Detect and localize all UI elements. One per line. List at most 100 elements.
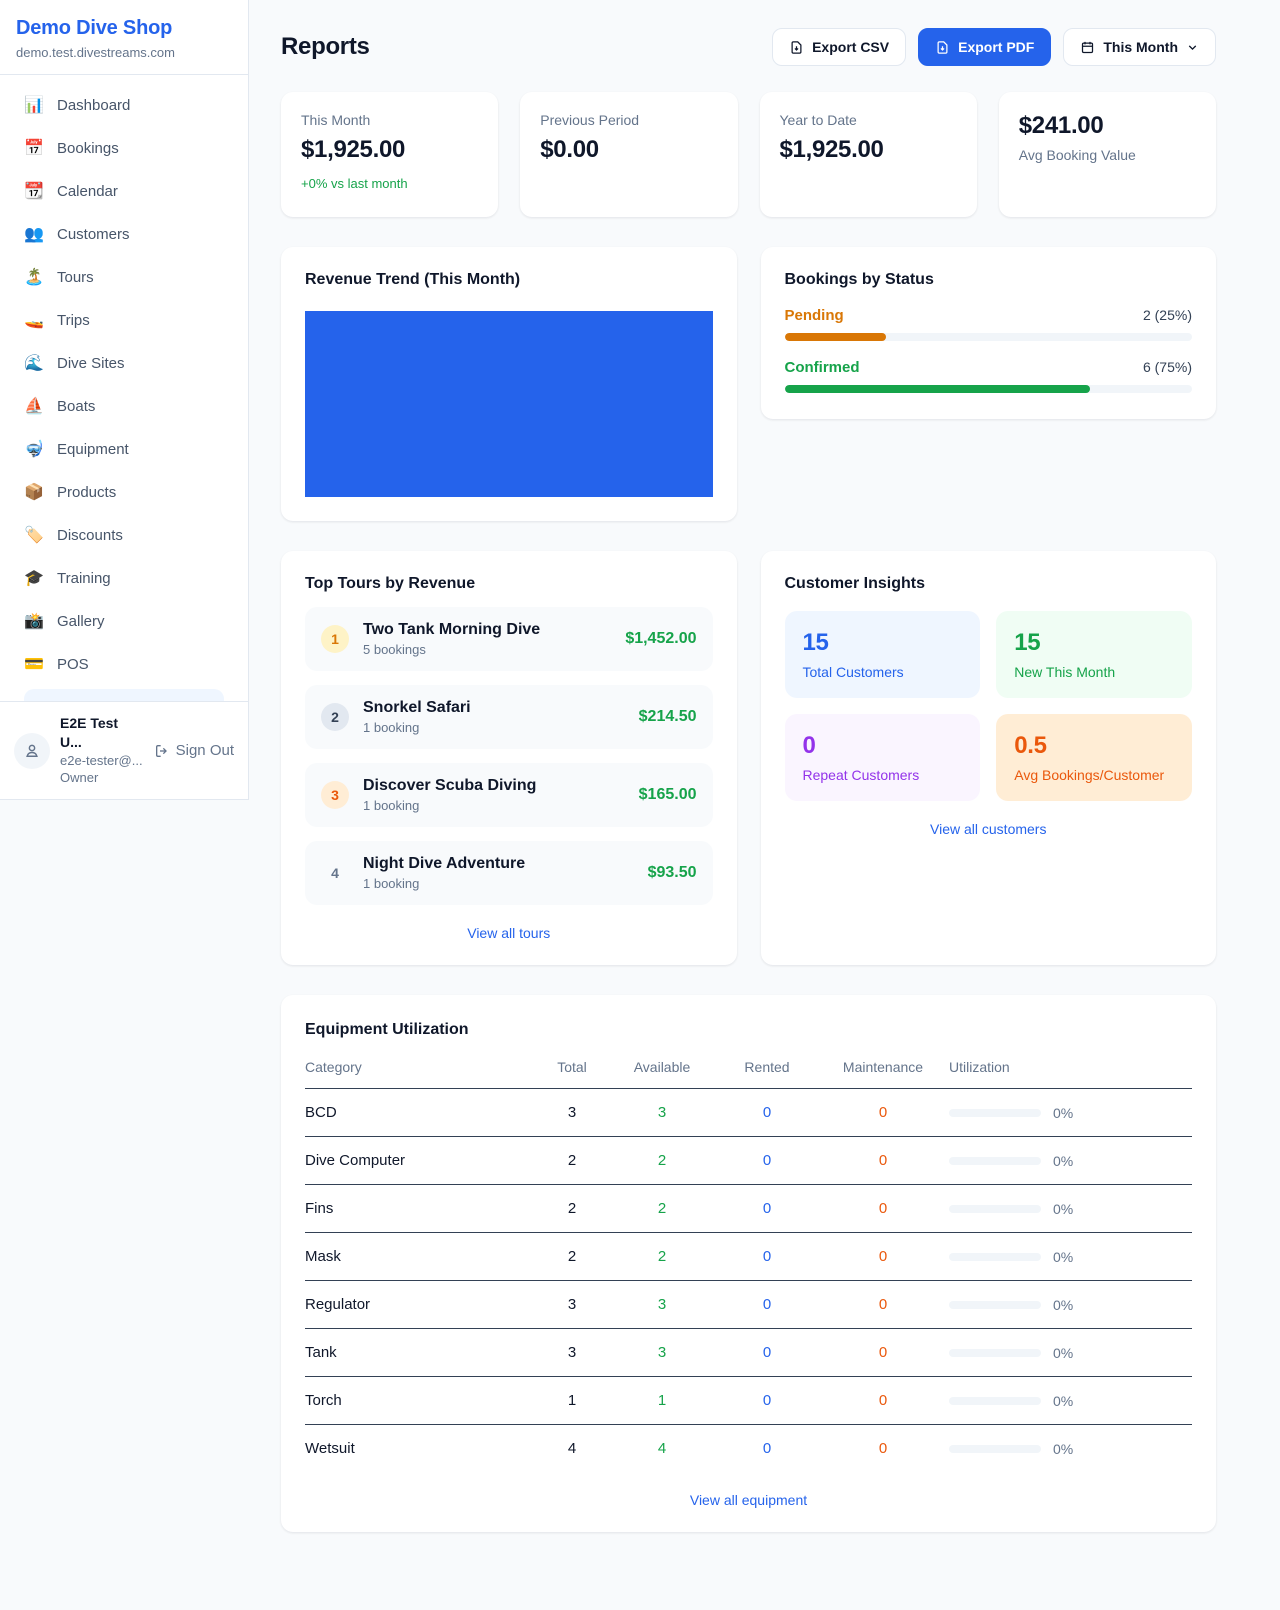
revenue-trend-bar — [305, 311, 713, 497]
tile-label: Repeat Customers — [802, 767, 920, 783]
view-all-tours-link[interactable]: View all tours — [467, 925, 551, 941]
status-row-pending: Pending 2 (25%) — [784, 307, 1192, 341]
cell-utilization: 0% — [949, 1153, 1192, 1169]
view-all-equipment-link[interactable]: View all equipment — [689, 1492, 808, 1508]
tile-label: Avg Bookings/Customer — [1014, 767, 1165, 783]
user-name: E2E Test U... — [60, 715, 119, 751]
top-tours-card: Top Tours by Revenue 1 Two Tank Morning … — [281, 551, 737, 965]
tour-revenue: $214.50 — [638, 708, 697, 725]
stat-value: $1,925.00 — [301, 136, 406, 163]
sidebar-item-label: Products — [57, 483, 117, 501]
tour-revenue: $93.50 — [647, 864, 697, 881]
cell-total: 2 — [567, 1152, 577, 1169]
logout-icon — [155, 744, 167, 757]
graduation-cap-icon: 🎓 — [24, 570, 44, 587]
export-csv-button[interactable]: Export CSV — [772, 28, 907, 66]
sidebar-item-boats[interactable]: ⛵ Boats — [12, 388, 236, 424]
sidebar-item-bookings[interactable]: 📅 Bookings — [12, 130, 236, 166]
header-actions: Export CSV Export PDF This Month — [772, 28, 1216, 66]
sidebar-item-pos[interactable]: 💳 POS — [12, 646, 236, 682]
cell-category: Mask — [305, 1248, 341, 1265]
sidebar-item-customers[interactable]: 👥 Customers — [12, 216, 236, 252]
view-all-customers-link[interactable]: View all customers — [930, 821, 1047, 837]
utilization-text: 0% — [1053, 1104, 1074, 1121]
export-pdf-button[interactable]: Export PDF — [918, 28, 1052, 66]
sidebar-item-label: Customers — [57, 225, 130, 243]
bookings-by-status-card: Bookings by Status Pending 2 (25%) Confi… — [760, 247, 1216, 419]
page-title: Reports — [281, 33, 370, 60]
cell-category: BCD — [305, 1104, 337, 1121]
tour-name: Night Dive Adventure — [363, 855, 526, 872]
cell-total: 3 — [567, 1104, 577, 1121]
sign-out-label: Sign Out — [175, 742, 234, 760]
sidebar-item-calendar[interactable]: 📆 Calendar — [12, 173, 236, 209]
tile-label: Total Customers — [802, 664, 904, 680]
cell-utilization: 0% — [949, 1201, 1192, 1217]
status-count: 6 (75%) — [1142, 359, 1192, 375]
sidebar-item-dashboard[interactable]: 📊 Dashboard — [12, 87, 236, 123]
cell-utilization: 0% — [949, 1105, 1192, 1121]
sidebar-item-products[interactable]: 📦 Products — [12, 474, 236, 510]
tour-row: 2 Snorkel Safari 1 booking $214.50 — [305, 685, 713, 749]
wave-icon: 🌊 — [24, 355, 44, 372]
stat-value: $1,925.00 — [779, 136, 884, 163]
bookings-by-status-title: Bookings by Status — [784, 271, 934, 288]
period-selector-label: This Month — [1103, 39, 1178, 55]
stat-cards: This Month $1,925.00 +0% vs last month P… — [281, 92, 1216, 217]
cell-category: Tank — [305, 1344, 337, 1361]
sidebar-user-section: E2E Test U... e2e-tester@... Owner Sign … — [0, 701, 248, 799]
stat-label: Avg Booking Value — [1018, 147, 1136, 163]
page-header: Reports Export CSV Export PDF This Month — [281, 28, 1216, 66]
cell-utilization: 0% — [949, 1441, 1192, 1457]
cell-rented: 0 — [762, 1248, 772, 1265]
user-role: Owner — [60, 770, 99, 786]
sidebar-item-label: Training — [57, 569, 111, 587]
table-row: Regulator 3 3 0 0 0% — [305, 1281, 1192, 1329]
stat-delta: +0% vs last month — [301, 176, 408, 191]
sidebar-item-label: POS — [57, 655, 89, 673]
tile-label: New This Month — [1014, 664, 1116, 680]
top-tours-title: Top Tours by Revenue — [305, 575, 476, 592]
sidebar-item-discounts[interactable]: 🏷️ Discounts — [12, 517, 236, 553]
cell-available: 4 — [657, 1440, 667, 1457]
cell-available: 3 — [657, 1344, 667, 1361]
tile-value: 0 — [802, 732, 816, 759]
status-label: Confirmed — [784, 359, 860, 376]
progress-track — [784, 333, 1192, 341]
customer-insights-card: Customer Insights 15 Total Customers 15 … — [760, 551, 1216, 965]
chevron-down-icon — [1188, 44, 1197, 50]
utilization-bar — [949, 1348, 1041, 1357]
cell-total: 2 — [567, 1248, 577, 1265]
cell-available: 2 — [657, 1200, 667, 1217]
sidebar-item-dive-sites[interactable]: 🌊 Dive Sites — [12, 345, 236, 381]
tile-value: 15 — [802, 629, 829, 656]
package-icon: 📦 — [24, 484, 44, 501]
sidebar-item-label: Calendar — [57, 182, 118, 200]
cell-category: Torch — [305, 1392, 342, 1409]
stat-value: $241.00 — [1018, 112, 1104, 139]
table-row: Torch 1 1 0 0 0% — [305, 1377, 1192, 1425]
sidebar-item-reports-partial[interactable] — [24, 689, 224, 701]
sidebar-item-tours[interactable]: 🏝️ Tours — [12, 259, 236, 295]
sidebar-item-training[interactable]: 🎓 Training — [12, 560, 236, 596]
sidebar-item-trips[interactable]: 🚤 Trips — [12, 302, 236, 338]
cell-maintenance: 0 — [878, 1296, 888, 1313]
sign-out-button[interactable]: Sign Out — [154, 742, 234, 759]
cell-rented: 0 — [762, 1440, 772, 1457]
utilization-bar — [949, 1108, 1041, 1117]
cell-utilization: 0% — [949, 1393, 1192, 1409]
sidebar-item-equipment[interactable]: 🤿 Equipment — [12, 431, 236, 467]
col-header-category: Category — [305, 1059, 362, 1075]
cell-available: 3 — [657, 1296, 667, 1313]
tour-bookings: 5 bookings — [363, 642, 426, 657]
period-selector[interactable]: This Month — [1063, 28, 1216, 66]
insight-tiles: 15 Total Customers 15 New This Month 0 R… — [784, 611, 1192, 801]
tile-new-this-month: 15 New This Month — [996, 611, 1192, 698]
stat-value: $0.00 — [540, 136, 599, 163]
bar-chart-icon: 📊 — [24, 97, 44, 114]
shop-domain: demo.test.divestreams.com — [16, 45, 175, 60]
sidebar-item-gallery[interactable]: 📸 Gallery — [12, 603, 236, 639]
utilization-bar — [949, 1444, 1041, 1453]
cell-available: 3 — [657, 1104, 667, 1121]
cell-maintenance: 0 — [878, 1440, 888, 1457]
